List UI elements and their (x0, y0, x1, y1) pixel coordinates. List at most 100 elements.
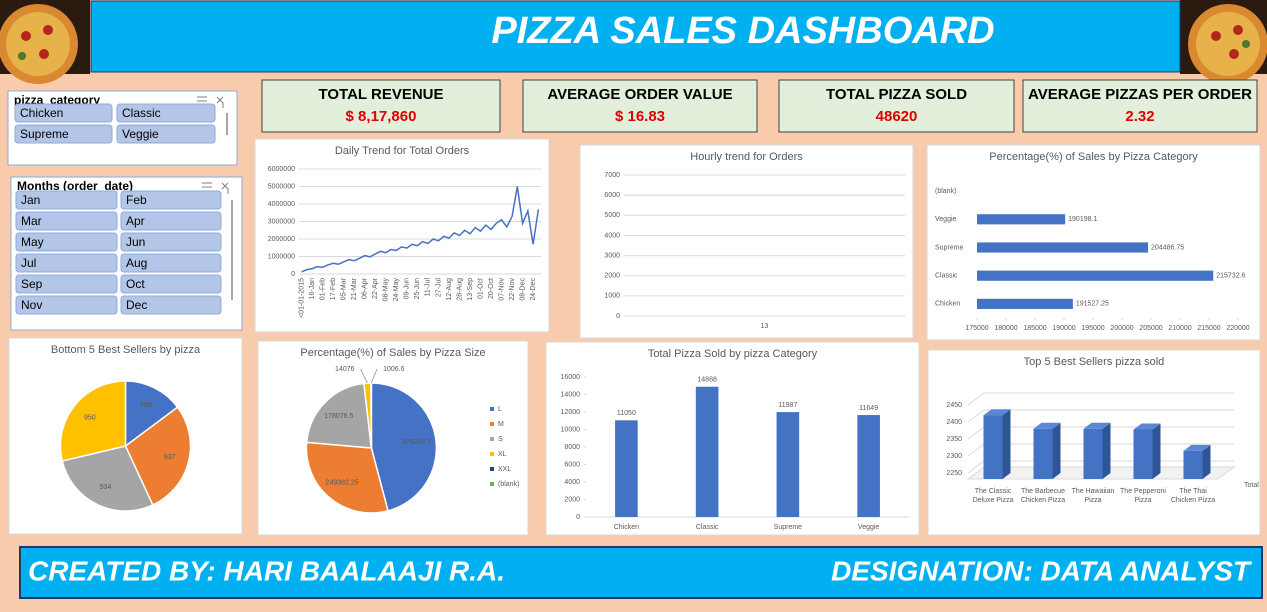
y-tick-label: 2000 (604, 273, 620, 280)
x-tick-label: 22-Nov (509, 278, 516, 301)
chart-panel (545, 341, 920, 536)
x-tick-label: Chicken (614, 524, 639, 531)
x-tick-label: The Classic Deluxe Pizza (972, 488, 1014, 504)
y-tick-label: 1000 (604, 293, 620, 300)
bar-front (983, 415, 1003, 479)
bar-front (1133, 429, 1153, 479)
bar (776, 412, 800, 517)
kpi-value: $ 8,17,860 (346, 108, 417, 125)
kpi-label: AVERAGE ORDER VALUE (547, 86, 732, 103)
y-tick-label: 2000000 (268, 236, 295, 243)
legend-label: XL (498, 451, 507, 458)
slicer-item: Chicken (20, 106, 63, 120)
y-tick-label: 2450 (946, 402, 962, 409)
slicer-item: Classic (122, 106, 161, 120)
slicer-button[interactable] (15, 295, 118, 315)
kpi-card (778, 79, 1015, 133)
slicer-button[interactable] (120, 211, 222, 231)
bar-side (1052, 422, 1061, 479)
slicer-button[interactable] (14, 124, 113, 144)
slicer-button[interactable] (14, 103, 113, 123)
x-tick-label: 205000 (1139, 325, 1162, 332)
slicer-item: Veggie (122, 127, 159, 141)
footer-created-by: CREATED BY: HARI BAALAAJI R.A. (28, 555, 505, 586)
bar (977, 214, 1066, 225)
slicer-button[interactable] (15, 190, 118, 210)
chart-title: Hourly trend for Orders (690, 151, 803, 163)
bar-side (1202, 444, 1211, 479)
header-bar (90, 0, 1181, 73)
y-tick-label: 6000 (604, 192, 620, 199)
data-label: 204486.75 (1151, 244, 1184, 251)
y-tick-label: 3000000 (268, 218, 295, 225)
slicer-item: Mar (21, 214, 42, 228)
data-label: 249382.25 (326, 480, 359, 487)
data-label: 215732.6 (1216, 273, 1245, 280)
legend-label: L (498, 406, 502, 413)
slicer-button[interactable] (15, 211, 118, 231)
bar-top (983, 409, 1011, 416)
bar (977, 298, 1073, 309)
legend-swatch (490, 482, 494, 486)
x-tick-label: 07-Nov (498, 278, 505, 301)
y-tick-label: Chicken (935, 301, 960, 308)
grid-line (967, 392, 1234, 406)
slicer-button[interactable] (120, 274, 222, 294)
grid-line (967, 409, 1234, 423)
kpi-label: TOTAL PIZZA SOLD (826, 86, 967, 103)
slicer-button[interactable] (15, 274, 118, 294)
x-tick-label: 22-Apr (372, 277, 379, 299)
kpi-card (1022, 79, 1258, 133)
bar-side (1002, 409, 1011, 479)
slicer-button[interactable] (116, 103, 216, 123)
data-label: 14888 (697, 377, 717, 384)
x-tick-label: 11-Jul (425, 278, 432, 297)
y-tick-label: 4000 (564, 479, 580, 486)
y-tick-label: 0 (576, 514, 580, 521)
bar-side (1102, 422, 1111, 479)
slicer-button[interactable] (120, 253, 222, 273)
slicer-item: Feb (126, 193, 147, 207)
data-label: 490 (140, 402, 152, 409)
slicer-button[interactable] (120, 295, 222, 315)
data-label: 191527.25 (1076, 301, 1109, 308)
x-tick-label: 25-Jun (414, 278, 421, 300)
legend-label: XXL (498, 466, 511, 473)
y-tick-label: 3000 (604, 252, 620, 259)
x-tick-label: 01-Oct (477, 278, 484, 299)
y-tick-label: 4000000 (268, 201, 295, 208)
x-tick-label: 195000 (1081, 325, 1104, 332)
data-label: 190198.1 (1068, 216, 1097, 223)
x-tick-label: 27-Jul (435, 278, 442, 298)
x-tick-label: The Hawaiian Pizza (1071, 488, 1115, 504)
slicer-item: Supreme (20, 127, 69, 141)
bar (615, 420, 638, 517)
y-tick-label: 12000 (561, 409, 581, 416)
slicer-button[interactable] (15, 253, 118, 273)
slicer-button[interactable] (116, 124, 216, 144)
leader-line (360, 368, 368, 384)
bar-top (1133, 423, 1161, 430)
y-tick-label: (blank) (935, 188, 956, 195)
x-tick-label: 180000 (994, 325, 1017, 332)
slicer-button[interactable] (15, 232, 118, 252)
bar-front (1083, 428, 1103, 479)
y-tick-label: 2350 (946, 436, 962, 443)
footer-bar (19, 546, 1263, 599)
data-label: 11050 (617, 410, 636, 417)
x-tick-label: Classic (696, 524, 719, 531)
x-tick-label: 20-Oct (488, 278, 495, 299)
legend-swatch (490, 467, 494, 471)
bar-front (1033, 428, 1053, 479)
x-tick-label: 215000 (1197, 325, 1220, 332)
bar (857, 415, 880, 517)
x-tick-label: 16-Jan (309, 278, 316, 300)
slicer-button[interactable] (120, 190, 222, 210)
slicer-button[interactable] (120, 232, 222, 252)
bar (977, 270, 1214, 281)
y-tick-label: 2400 (946, 419, 962, 426)
legend-label: M (498, 421, 504, 428)
x-tick-label: 175000 (965, 325, 988, 332)
x-tick-label: 09-Jun (404, 278, 411, 300)
data-label: 11649 (859, 405, 878, 412)
